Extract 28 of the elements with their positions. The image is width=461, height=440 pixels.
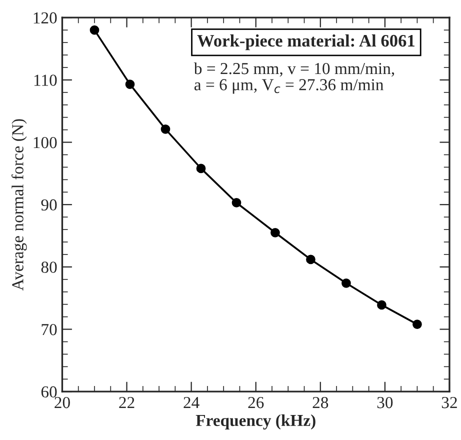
x-axis-title: Frequency (kHz) (196, 414, 316, 430)
y-tick-label: 60 (41, 386, 57, 398)
point (270, 228, 280, 238)
annotation: Work-piece material: Al 6061 (197, 34, 415, 50)
point (306, 254, 316, 264)
point (196, 164, 206, 174)
x-tick-label: 32 (442, 396, 457, 408)
y-tick-label: 70 (42, 324, 57, 336)
y-tick-label: 90 (41, 199, 57, 211)
x-tick-label: 30 (377, 396, 393, 408)
x-tick-label: 20 (54, 396, 70, 408)
y-axis-title: Average normal force (N) (11, 119, 27, 291)
point (377, 300, 386, 310)
point (125, 80, 135, 89)
y-tick-label: 120 (34, 12, 57, 24)
x-tick-label: 22 (119, 396, 134, 408)
point (412, 320, 422, 329)
y-tick-label: 110 (34, 74, 57, 86)
point (342, 278, 351, 288)
x-tick-label: 28 (312, 396, 328, 408)
x-tick-label: 26 (248, 396, 264, 408)
y-tick-label: 100 (34, 136, 57, 148)
point (90, 25, 100, 35)
point (232, 198, 242, 208)
point (160, 124, 170, 134)
y-tick-label: 80 (41, 262, 57, 273)
annotation: b = 2.25 mm, v = 10 mm/min, a = 6 μm, V$_{c}$ = 27.36 m/min (194, 62, 394, 94)
x-tick-label: 24 (184, 396, 200, 408)
